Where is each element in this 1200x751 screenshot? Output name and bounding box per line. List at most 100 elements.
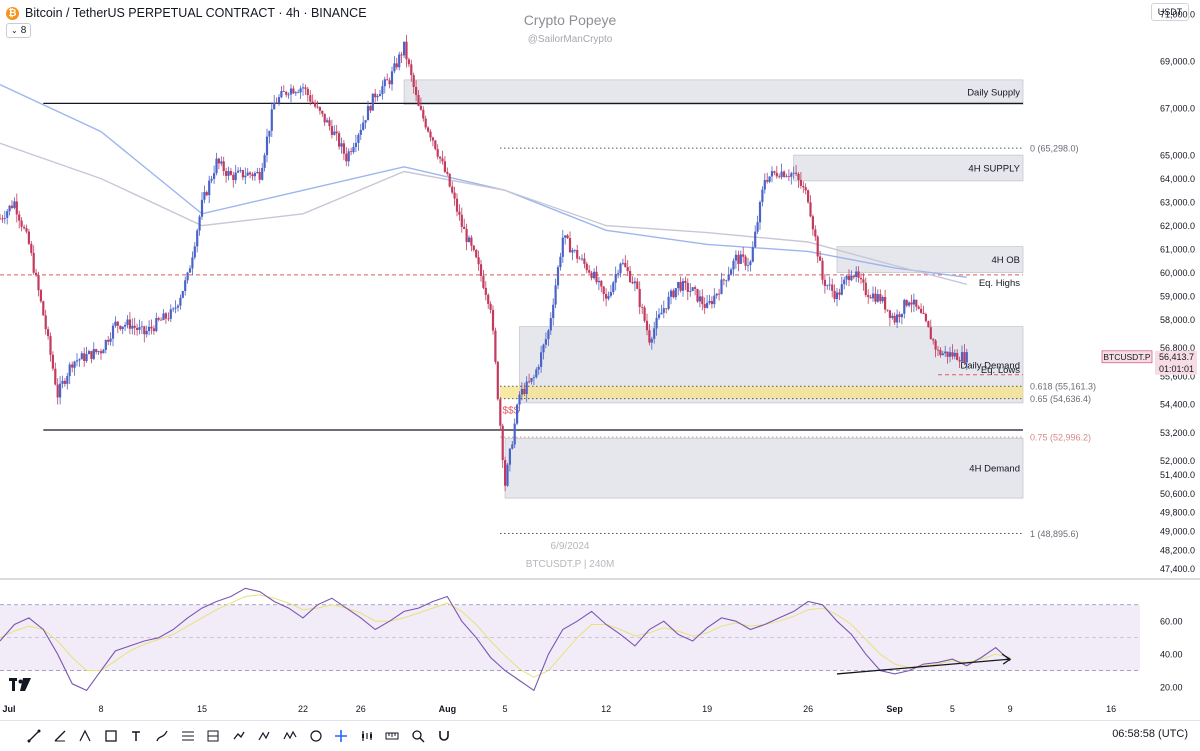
candle-body bbox=[419, 105, 422, 110]
candle-body bbox=[390, 71, 394, 85]
candle-pattern-icon[interactable] bbox=[360, 729, 374, 743]
candle-body bbox=[518, 394, 521, 405]
candle-body bbox=[939, 350, 942, 356]
time-axis-tick: 12 bbox=[601, 704, 611, 714]
chart-canvas[interactable]: Daily Supply 4H SUPPLY 4H OB Daily Demand 4H… bbox=[0, 0, 1200, 720]
candle-body bbox=[186, 272, 189, 281]
candle-body bbox=[181, 291, 184, 298]
chevron-down-icon: ⌄ bbox=[11, 26, 18, 35]
candle-body bbox=[840, 284, 843, 295]
rsi-axis-tick: 20.00 bbox=[1160, 683, 1183, 693]
candle-body bbox=[200, 199, 204, 217]
candle-body bbox=[220, 161, 223, 164]
candle-body bbox=[749, 261, 752, 266]
candle-body bbox=[366, 106, 370, 121]
trend-line-icon[interactable] bbox=[27, 729, 41, 743]
candle-body bbox=[208, 180, 211, 196]
text-icon[interactable] bbox=[129, 729, 143, 743]
ray-icon[interactable] bbox=[53, 729, 67, 743]
magnet-icon[interactable] bbox=[437, 729, 451, 743]
long-position-icon[interactable] bbox=[206, 729, 220, 743]
candle-body bbox=[145, 331, 148, 335]
candle-body bbox=[25, 228, 28, 232]
candle-body bbox=[83, 353, 86, 361]
candle-body bbox=[292, 88, 295, 94]
candle-body bbox=[532, 377, 535, 379]
candle-body bbox=[261, 168, 264, 180]
candle-body bbox=[746, 265, 750, 266]
candle-body bbox=[631, 282, 634, 284]
short-position-icon[interactable] bbox=[232, 729, 246, 743]
candle-body bbox=[475, 250, 478, 258]
candle-body bbox=[160, 319, 163, 321]
fib-label: 0 (65,298.0) bbox=[1030, 144, 1079, 154]
indicator-count-badge[interactable]: ⌄ 8 bbox=[6, 23, 32, 38]
candle-body bbox=[756, 222, 759, 232]
candle-body bbox=[694, 287, 697, 289]
candle-body bbox=[730, 269, 733, 275]
candle-body bbox=[205, 192, 208, 196]
candle-body bbox=[528, 381, 531, 383]
candle-body bbox=[176, 305, 180, 308]
candle-body bbox=[75, 360, 79, 362]
candle-body bbox=[239, 170, 242, 171]
crosshair-icon[interactable] bbox=[334, 729, 348, 743]
watermark-handle: @SailorManCrypto bbox=[527, 34, 613, 45]
candle-body bbox=[44, 315, 47, 330]
candle-body bbox=[629, 271, 632, 282]
rsi-line bbox=[0, 587, 1011, 692]
price-axis-tick: 53,200.0 bbox=[1160, 428, 1195, 438]
candle-body bbox=[696, 289, 699, 302]
candle-body bbox=[867, 295, 870, 298]
zone-daily-supply bbox=[403, 79, 1024, 105]
candle-body bbox=[809, 202, 812, 217]
path-icon[interactable] bbox=[257, 729, 271, 743]
rectangle-icon[interactable] bbox=[104, 729, 118, 743]
candle-body bbox=[318, 107, 321, 111]
price-axis-tick: 50,600.0 bbox=[1160, 489, 1195, 499]
elliott-wave-icon[interactable] bbox=[283, 729, 297, 743]
candle-body bbox=[217, 158, 220, 164]
candle-body bbox=[703, 304, 706, 308]
measure-icon[interactable] bbox=[385, 729, 399, 743]
liquidity-label: Eq. Lows bbox=[981, 365, 1020, 376]
cycle-icon[interactable] bbox=[309, 729, 323, 743]
candle-body bbox=[624, 262, 627, 267]
candle-body bbox=[340, 143, 343, 147]
candle-body bbox=[417, 95, 420, 106]
candle-body bbox=[494, 330, 497, 362]
candle-body bbox=[612, 282, 615, 293]
clock[interactable]: 06:58:58 (UTC) bbox=[1112, 728, 1188, 740]
candle-body bbox=[87, 351, 91, 355]
candle-body bbox=[410, 64, 413, 76]
fib-icon[interactable] bbox=[181, 729, 195, 743]
candle-body bbox=[403, 41, 406, 56]
price-axis-tick: 69,000.0 bbox=[1160, 57, 1195, 67]
candle-body bbox=[10, 205, 14, 208]
price-axis-tick: 51,400.0 bbox=[1160, 470, 1195, 480]
symbol-header[interactable]: ₿ Bitcoin / TetherUS PERPETUAL CONTRACT … bbox=[6, 6, 367, 20]
candle-body bbox=[838, 292, 841, 295]
candle-body bbox=[155, 318, 158, 332]
tradingview-logo-icon[interactable] bbox=[9, 678, 31, 691]
candle-body bbox=[229, 171, 232, 175]
candle-body bbox=[684, 281, 687, 283]
candle-body bbox=[641, 307, 644, 308]
candle-body bbox=[884, 297, 887, 310]
brush-icon[interactable] bbox=[155, 729, 169, 743]
candle-body bbox=[191, 257, 194, 269]
currency-selector[interactable]: USDT bbox=[1151, 3, 1189, 21]
zoom-icon[interactable] bbox=[411, 729, 425, 743]
candle-body bbox=[27, 231, 30, 244]
liquidity-label: Eq. Highs bbox=[979, 278, 1020, 289]
candle-body bbox=[607, 295, 610, 299]
candle-body bbox=[835, 292, 839, 299]
fib-label: 0.65 (54,636.4) bbox=[1030, 394, 1091, 404]
candle-body bbox=[18, 214, 21, 221]
candle-body bbox=[352, 147, 355, 153]
candle-body bbox=[13, 201, 16, 208]
candle-body bbox=[876, 294, 879, 302]
candle-body bbox=[501, 425, 504, 461]
pitchfork-icon[interactable] bbox=[78, 729, 92, 743]
candle-body bbox=[609, 292, 612, 296]
